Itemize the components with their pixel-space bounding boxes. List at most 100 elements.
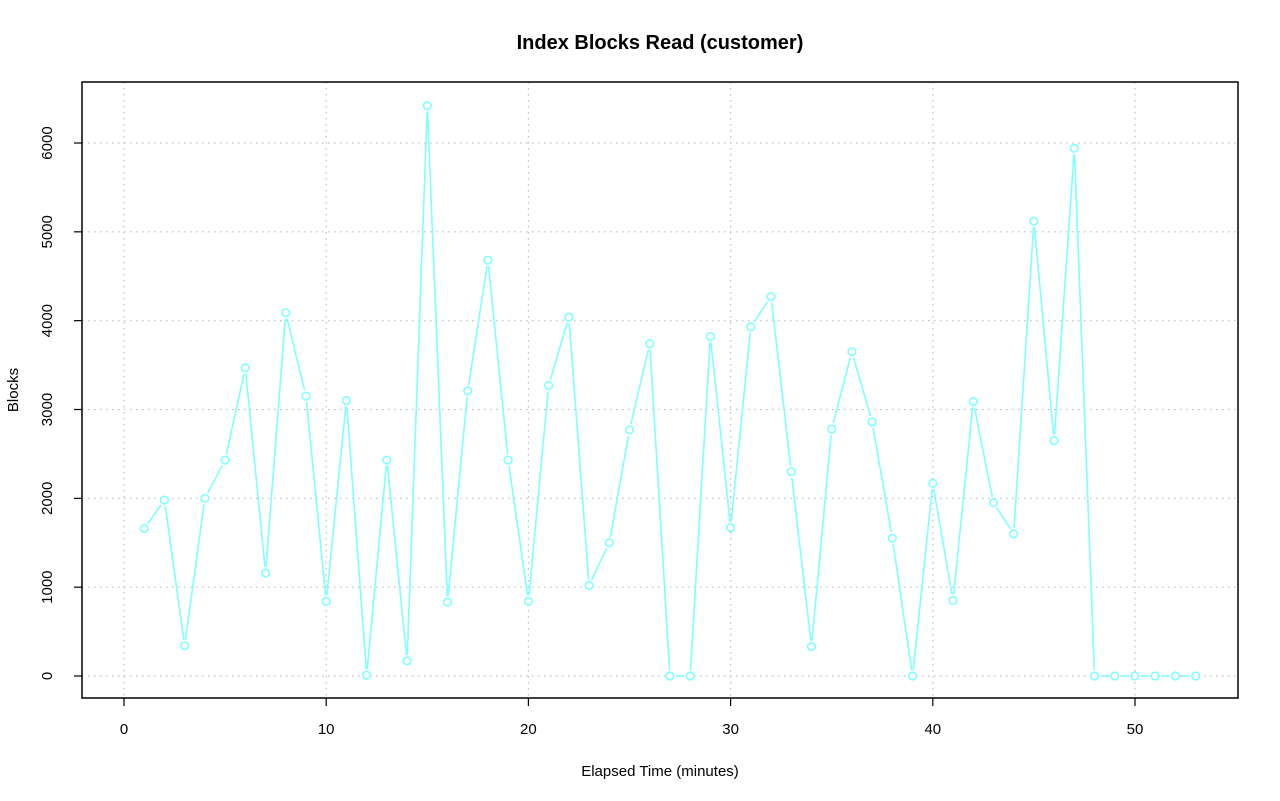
data-point (362, 670, 372, 680)
data-point (988, 498, 999, 508)
x-tick-label: 40 (924, 721, 941, 738)
series-segment (791, 477, 812, 641)
series-segment (1013, 227, 1035, 528)
data-point (1069, 143, 1079, 153)
plot-frame (81, 81, 1239, 699)
y-tick-label: 0 (39, 672, 56, 680)
series-segment (872, 427, 893, 533)
data-point (827, 424, 837, 434)
series-segment (487, 266, 509, 455)
series-segment (912, 489, 933, 671)
data-point (139, 523, 149, 534)
data-point (240, 363, 250, 373)
series-segment (286, 318, 306, 391)
data-point (1089, 671, 1100, 681)
data-point (220, 455, 230, 465)
data-point (948, 595, 958, 606)
x-axis: 0 10 20 30 40 50 (120, 698, 1143, 738)
series-segment (147, 504, 162, 525)
series-segment (1053, 154, 1075, 435)
series-segment (245, 373, 266, 568)
data-point (159, 495, 170, 505)
data-point (564, 312, 574, 322)
data-point (523, 596, 534, 606)
series-segment (346, 406, 367, 670)
data-point (180, 641, 190, 651)
series-segment (689, 342, 711, 671)
x-tick-label: 10 (318, 721, 335, 738)
y-tick-label: 6000 (39, 126, 56, 159)
series-segment (366, 466, 388, 670)
data-point (685, 671, 695, 681)
data-point (260, 568, 271, 578)
data-point (1130, 671, 1140, 681)
data-point (725, 523, 736, 533)
series-segment (811, 434, 832, 641)
series-segment (973, 407, 994, 498)
data-point (463, 386, 473, 396)
data-point (624, 425, 635, 435)
data-point (584, 580, 594, 590)
data-point (604, 538, 614, 548)
data-point (665, 671, 675, 681)
data-point (402, 656, 412, 666)
series-segment (265, 318, 287, 568)
data-point (705, 332, 715, 342)
data-point (766, 292, 776, 302)
series-segment (590, 547, 608, 581)
series-segment (426, 111, 449, 597)
data-point (847, 347, 857, 357)
series-segment (447, 396, 468, 597)
series-segment (609, 435, 630, 537)
data-point (301, 391, 311, 401)
data-point (1110, 671, 1120, 681)
series-segment (406, 111, 428, 655)
series-segment (832, 357, 852, 424)
series-segment (1033, 227, 1055, 435)
series-segment (568, 323, 590, 580)
series-segment (1073, 154, 1096, 671)
data-point (645, 339, 655, 349)
series-segment (184, 504, 205, 640)
x-tick-label: 20 (520, 721, 537, 738)
series-segment (892, 544, 913, 671)
series-segment (649, 349, 671, 671)
data-point (281, 308, 291, 318)
y-tick-label: 1000 (39, 570, 56, 603)
data-point (1150, 671, 1160, 681)
data-point (442, 597, 453, 607)
data-point (1049, 435, 1059, 446)
series-segment (305, 402, 327, 596)
data-point (1191, 671, 1201, 681)
data-point (806, 642, 817, 652)
data-point (786, 467, 796, 477)
series-segment (933, 489, 953, 595)
data-point (746, 322, 756, 332)
x-tick-label: 0 (120, 721, 128, 738)
data-point (382, 455, 392, 465)
series-segment (852, 357, 872, 417)
y-axis-label: Blocks (5, 368, 22, 412)
series-segment (710, 342, 731, 522)
data-point (887, 533, 897, 543)
series-segment (996, 507, 1012, 530)
data-point (483, 255, 493, 265)
data-point (1009, 529, 1019, 539)
data-point (503, 455, 513, 465)
y-tick-label: 4000 (39, 304, 56, 337)
series-segment (164, 505, 185, 640)
series-segment (225, 373, 245, 455)
data-point (321, 596, 331, 606)
series-segment (630, 349, 650, 425)
series-segment (770, 302, 792, 466)
data-point (928, 478, 938, 488)
x-axis-label: Elapsed Time (minutes) (581, 763, 739, 780)
series-segment (549, 322, 568, 380)
chart-title: Index Blocks Read (customer) (517, 32, 804, 54)
data-point (1170, 671, 1181, 681)
data-point (422, 101, 432, 111)
data-point (200, 493, 210, 503)
y-tick-label: 5000 (39, 215, 56, 248)
y-axis: 0 1000 2000 3000 4000 5000 6000 (39, 126, 82, 680)
